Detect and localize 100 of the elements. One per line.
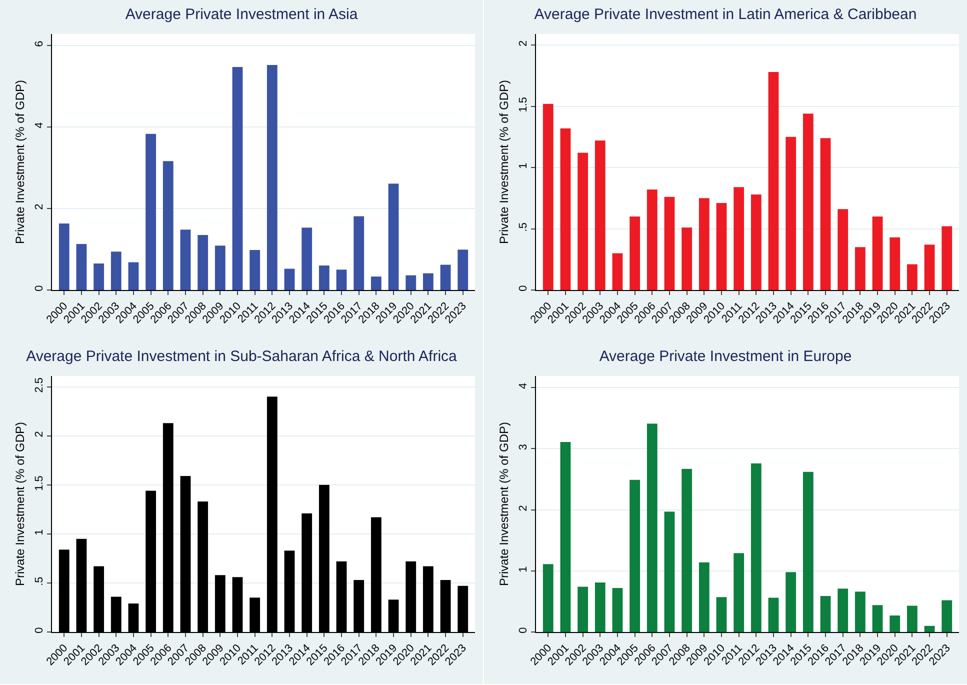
bar [542, 564, 554, 632]
bar [232, 67, 243, 290]
bar [336, 270, 347, 290]
y-axis-title: Private Investment (% of GDP) [496, 80, 511, 244]
bar [646, 424, 658, 632]
y-tick-label: 1 [518, 162, 530, 169]
bar [560, 128, 571, 290]
bar [890, 237, 900, 290]
y-tick-label: 4 [34, 122, 46, 128]
bar [250, 250, 260, 290]
bar [318, 266, 330, 290]
bar [110, 252, 122, 290]
bar [180, 230, 191, 290]
bar [94, 264, 104, 290]
y-tick-label: 0 [518, 285, 530, 292]
bar [872, 605, 883, 632]
y-tick-label: 1.5 [34, 476, 46, 491]
bar [750, 463, 762, 632]
bar [838, 588, 848, 632]
y-tick-label: 0 [34, 285, 46, 292]
bar [716, 597, 727, 632]
y-axis-title: Private Investment (% of GDP) [496, 422, 511, 586]
bar [406, 275, 416, 290]
bar [820, 596, 831, 632]
bar [734, 553, 744, 632]
bar [646, 190, 658, 290]
bar [802, 472, 814, 632]
y-tick-label: 4 [518, 382, 530, 390]
y-tick-label: 2 [518, 40, 530, 46]
bar [542, 104, 554, 290]
bar [370, 276, 382, 290]
bar [942, 600, 952, 632]
bar [214, 246, 226, 290]
y-tick-label: 1.5 [518, 96, 530, 112]
bar [768, 72, 779, 290]
chart-title: Average Private Investment in Europe [599, 348, 852, 366]
bar [682, 468, 692, 632]
chart-title: Average Private Investment in Sub-Saharan Africa & North Africa [26, 348, 458, 366]
chart-title: Average Private Investment in Latin America & Caribbean [534, 6, 917, 24]
bar [734, 187, 744, 290]
bar [750, 194, 762, 290]
bar [854, 247, 866, 290]
bar [768, 598, 779, 632]
bar [786, 572, 796, 632]
bar [872, 216, 883, 290]
bar [354, 216, 364, 290]
bar [76, 244, 87, 290]
y-tick-label: 2 [518, 505, 530, 512]
chart-title: Average Private Investment in Asia [125, 6, 358, 24]
bar [664, 196, 675, 290]
bar [802, 114, 814, 290]
bar [594, 582, 606, 632]
y-tick-label: 1 [34, 529, 46, 536]
bar [854, 592, 866, 632]
bar [906, 264, 918, 290]
bar [560, 442, 571, 632]
y-tick-label: 3 [518, 444, 530, 450]
bar [198, 234, 208, 290]
bar [924, 626, 935, 632]
bar [612, 253, 623, 290]
bar [698, 562, 710, 632]
bar [146, 134, 156, 290]
bar [838, 209, 848, 290]
bar [458, 250, 468, 290]
y-tick-label: 0 [518, 627, 530, 634]
bar [302, 228, 312, 290]
y-tick-label: 2 [34, 431, 46, 438]
y-tick-label: .5 [34, 576, 46, 586]
bar [890, 616, 900, 632]
bar [786, 136, 796, 290]
y-tick-label: 2.5 [34, 377, 46, 393]
bar [578, 152, 588, 290]
bar [906, 606, 918, 632]
bar [594, 140, 606, 290]
bar [924, 244, 935, 290]
y-tick-label: .5 [518, 222, 530, 232]
bar [612, 588, 623, 632]
bar [284, 268, 295, 290]
bar [422, 273, 434, 290]
bar [820, 138, 831, 290]
bar [128, 262, 139, 290]
y-tick-label: 1 [518, 566, 530, 572]
bar [266, 64, 278, 290]
bar [58, 224, 70, 290]
bar [716, 203, 727, 290]
y-axis-title: Private Investment (% of GDP) [12, 80, 27, 244]
y-tick-label: 2 [34, 204, 46, 210]
bar [630, 480, 640, 632]
bar [698, 198, 710, 290]
bar [440, 264, 451, 290]
bar [682, 228, 692, 290]
bar [388, 184, 399, 290]
y-tick-label: 0 [34, 627, 46, 634]
bar [578, 586, 588, 632]
bar [630, 216, 640, 290]
bar [942, 226, 952, 290]
y-axis-title: Private Investment (% of GDP) [12, 422, 27, 586]
bar [162, 161, 174, 290]
bar [664, 512, 675, 632]
y-tick-label: 6 [34, 40, 46, 47]
